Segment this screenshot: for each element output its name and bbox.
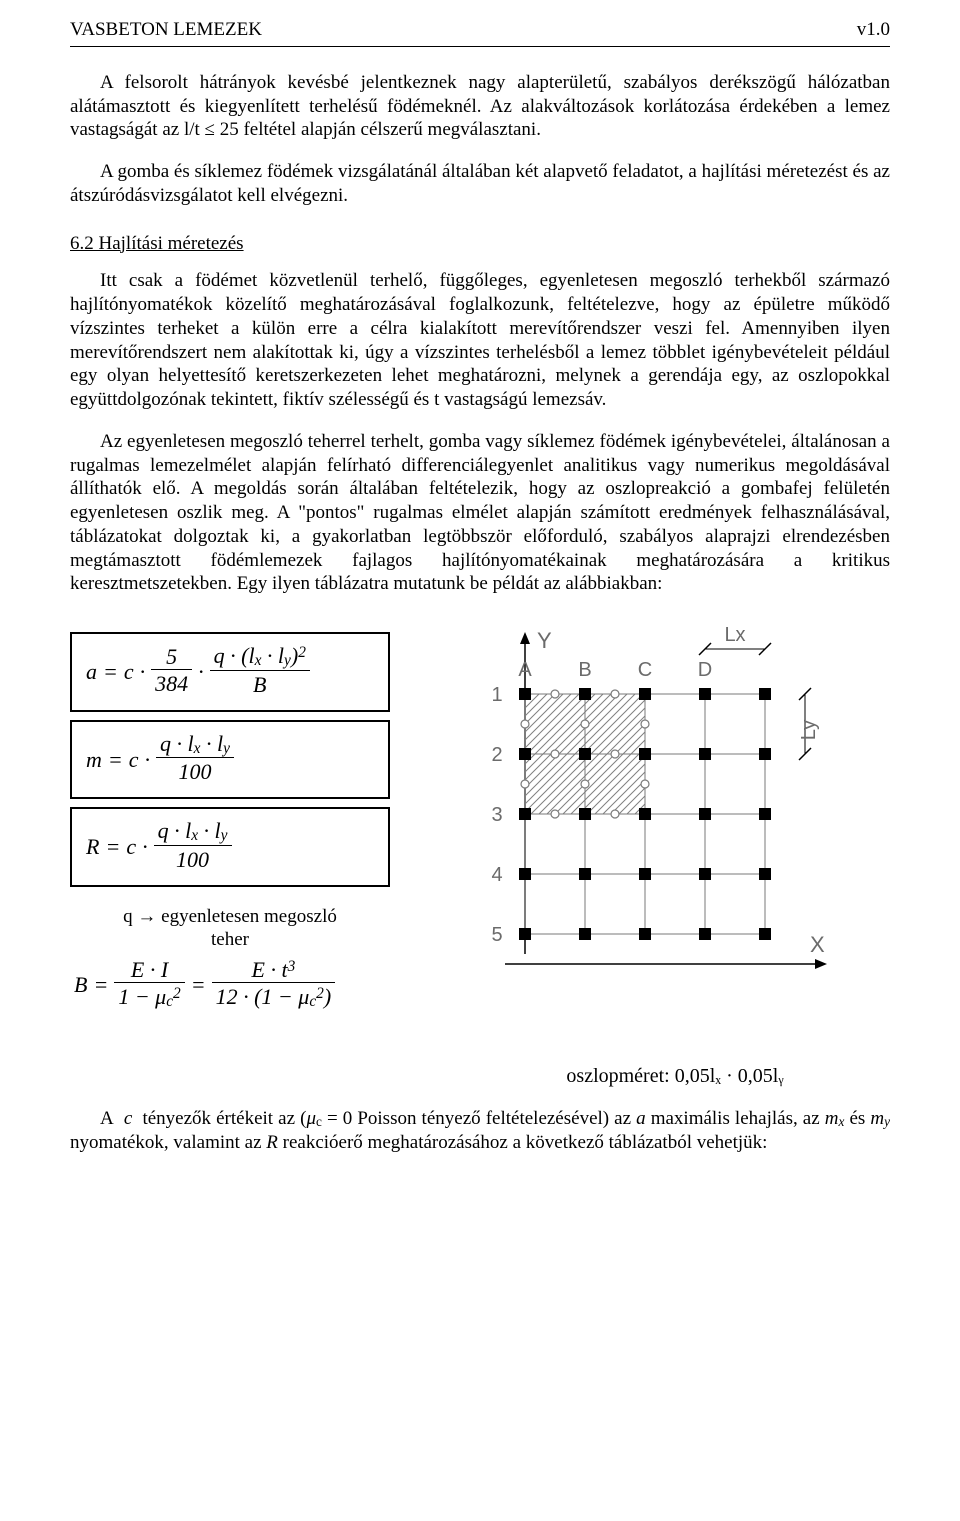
svg-text:1: 1: [491, 684, 502, 706]
svg-text:Lx: Lx: [724, 624, 745, 646]
column-grid-diagram: YA B C D 1 2 3 4 5 Lx Ly X: [435, 614, 875, 1044]
header-right: v1.0: [857, 18, 890, 42]
paragraph-3: Itt csak a födémet közvetlenül terhelő, …: [70, 269, 890, 412]
svg-text:X: X: [810, 932, 825, 957]
equation-R: R = c · q · lx · ly 100: [70, 807, 390, 887]
paragraph-5: A c tényezők értékeit az (μc = 0 Poisson…: [70, 1107, 890, 1155]
equation-a: a = c · 5384 · q · (lx · ly)2 B: [70, 632, 390, 712]
svg-text:Y: Y: [537, 628, 552, 653]
svg-text:3: 3: [491, 804, 502, 826]
section-title: 6.2 Hajlítási méretezés: [70, 232, 890, 256]
svg-text:B: B: [578, 659, 591, 681]
paragraph-2: A gomba és síklemez födémek vizsgálatáná…: [70, 160, 890, 208]
paragraph-1: A felsorolt hátrányok kevésbé jelentkezn…: [70, 71, 890, 142]
column-size-label: oszlopméret: 0,05lₓ · 0,05lᵧ: [566, 1064, 783, 1089]
svg-text:C: C: [638, 659, 652, 681]
equation-column: a = c · 5384 · q · (lx · ly)2 B m = c · …: [70, 614, 390, 1012]
equation-B: B= E · I 1 − μc2 = E · t3 12 · (1 − μc2): [70, 958, 390, 1012]
svg-text:Ly: Ly: [798, 720, 820, 740]
paragraph-4: Az egyenletesen megoszló teherrel terhel…: [70, 430, 890, 596]
equation-m: m = c · q · lx · ly 100: [70, 720, 390, 800]
svg-text:A: A: [518, 659, 532, 681]
q-label: q → egyenletesen megoszlóteher: [70, 905, 390, 953]
svg-text:2: 2: [491, 744, 502, 766]
svg-text:5: 5: [491, 924, 502, 946]
grid-diagram-column: YA B C D 1 2 3 4 5 Lx Ly X oszlopméret: 0,05lₓ · 0,…: [390, 614, 890, 1089]
svg-text:D: D: [698, 659, 712, 681]
header-left: VASBETON LEMEZEK: [70, 18, 262, 42]
svg-text:4: 4: [491, 864, 502, 886]
header-rule: [70, 46, 890, 47]
figure-row: a = c · 5384 · q · (lx · ly)2 B m = c · …: [70, 614, 890, 1089]
